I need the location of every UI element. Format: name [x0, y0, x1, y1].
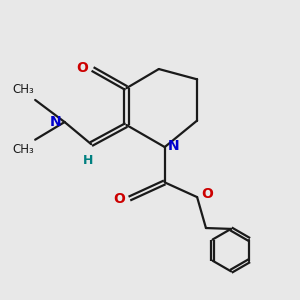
Text: O: O	[76, 61, 88, 75]
Text: H: H	[83, 154, 93, 167]
Text: O: O	[113, 192, 125, 206]
Text: CH₃: CH₃	[12, 142, 34, 156]
Text: CH₃: CH₃	[12, 83, 34, 96]
Text: N: N	[168, 139, 179, 153]
Text: O: O	[202, 187, 213, 201]
Text: N: N	[50, 115, 61, 129]
